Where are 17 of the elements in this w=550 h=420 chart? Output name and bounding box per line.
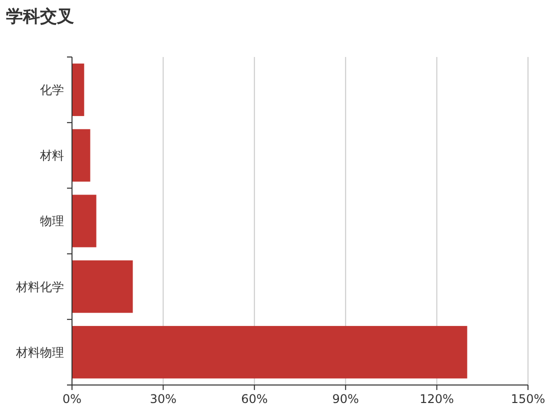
x-tick-label: 120%	[420, 392, 454, 406]
x-tick-label: 90%	[332, 392, 359, 406]
bar	[72, 64, 84, 116]
bar	[72, 260, 133, 313]
bar	[72, 129, 90, 182]
x-tick-label: 150%	[510, 392, 546, 406]
y-tick-label: 化学	[40, 83, 64, 97]
y-tick-label: 材料化学	[15, 280, 64, 294]
bar	[72, 326, 468, 378]
chart-title: 学科交叉	[6, 7, 74, 27]
y-tick-label: 物理	[40, 214, 64, 228]
x-tick-label: 0%	[62, 392, 82, 406]
y-tick-label: 材料物理	[15, 345, 64, 360]
x-tick-label: 60%	[241, 392, 268, 406]
y-tick-label: 材料	[39, 148, 64, 163]
x-tick-label: 30%	[150, 392, 177, 406]
bar	[72, 194, 96, 248]
